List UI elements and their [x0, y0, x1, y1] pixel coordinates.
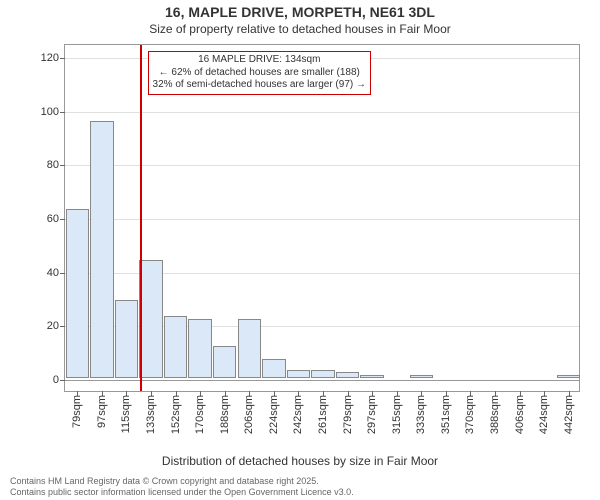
- histogram-bar: [336, 372, 359, 377]
- histogram-bar: [90, 121, 113, 378]
- x-tick-label: 97sqm: [96, 395, 108, 428]
- histogram-bar: [360, 375, 383, 378]
- x-tick-label: 79sqm: [71, 395, 83, 428]
- y-tick-label: 100: [41, 106, 59, 118]
- x-tick-label: 188sqm: [219, 395, 231, 434]
- attribution-text: Contains HM Land Registry data © Crown c…: [10, 476, 354, 498]
- histogram-bar: [262, 359, 285, 378]
- y-tick-label: 60: [47, 213, 59, 225]
- x-tick-label: 333sqm: [415, 395, 427, 434]
- y-tick-label: 0: [53, 374, 59, 386]
- histogram-bar: [188, 319, 211, 378]
- y-tick-mark: [60, 112, 65, 113]
- x-tick-label: 315sqm: [391, 395, 403, 434]
- histogram-bar: [139, 260, 162, 378]
- histogram-bar: [164, 316, 187, 378]
- histogram-bar: [557, 375, 580, 378]
- x-axis-label: Distribution of detached houses by size …: [0, 454, 600, 468]
- y-tick-label: 80: [47, 159, 59, 171]
- y-tick-mark: [60, 219, 65, 220]
- annotation-line: 32% of semi-detached houses are larger (…: [153, 79, 366, 92]
- y-tick-mark: [60, 326, 65, 327]
- x-tick-label: 297sqm: [366, 395, 378, 434]
- histogram-bar: [410, 375, 433, 378]
- x-tick-label: 279sqm: [342, 395, 354, 434]
- y-tick-label: 120: [41, 52, 59, 64]
- property-marker-line: [140, 45, 142, 391]
- x-tick-label: 170sqm: [194, 395, 206, 434]
- chart-container: 16, MAPLE DRIVE, MORPETH, NE61 3DL Size …: [0, 0, 600, 500]
- annotation-box: 16 MAPLE DRIVE: 134sqm← 62% of detached …: [148, 51, 371, 95]
- x-tick-label: 242sqm: [292, 395, 304, 434]
- x-tick-label: 406sqm: [514, 395, 526, 434]
- x-tick-label: 224sqm: [268, 395, 280, 434]
- histogram-bar: [238, 319, 261, 378]
- histogram-bar: [287, 370, 310, 378]
- chart-title: 16, MAPLE DRIVE, MORPETH, NE61 3DL: [0, 4, 600, 20]
- y-tick-mark: [60, 273, 65, 274]
- x-tick-label: 442sqm: [563, 395, 575, 434]
- x-tick-label: 115sqm: [120, 395, 132, 433]
- plot-inner: 02040608010012079sqm97sqm115sqm133sqm152…: [64, 44, 580, 392]
- plot-area: 02040608010012079sqm97sqm115sqm133sqm152…: [64, 44, 580, 392]
- x-tick-label: 370sqm: [464, 395, 476, 434]
- annotation-line: 16 MAPLE DRIVE: 134sqm: [153, 54, 366, 67]
- attribution-line-2: Contains public sector information licen…: [10, 487, 354, 498]
- x-tick-label: 261sqm: [317, 395, 329, 434]
- x-tick-label: 133sqm: [145, 395, 157, 434]
- y-tick-label: 40: [47, 267, 59, 279]
- chart-subtitle: Size of property relative to detached ho…: [0, 22, 600, 36]
- histogram-bar: [115, 300, 138, 378]
- x-tick-label: 351sqm: [440, 395, 452, 434]
- y-tick-mark: [60, 58, 65, 59]
- x-tick-label: 424sqm: [538, 395, 550, 434]
- x-tick-label: 388sqm: [489, 395, 501, 434]
- x-tick-label: 206sqm: [243, 395, 255, 434]
- histogram-bar: [66, 209, 89, 378]
- x-tick-label: 152sqm: [170, 395, 182, 434]
- attribution-line-1: Contains HM Land Registry data © Crown c…: [10, 476, 354, 487]
- histogram-bar: [213, 346, 236, 378]
- histogram-bar: [311, 370, 334, 378]
- y-tick-mark: [60, 165, 65, 166]
- annotation-line: ← 62% of detached houses are smaller (18…: [153, 67, 366, 80]
- y-tick-label: 20: [47, 320, 59, 332]
